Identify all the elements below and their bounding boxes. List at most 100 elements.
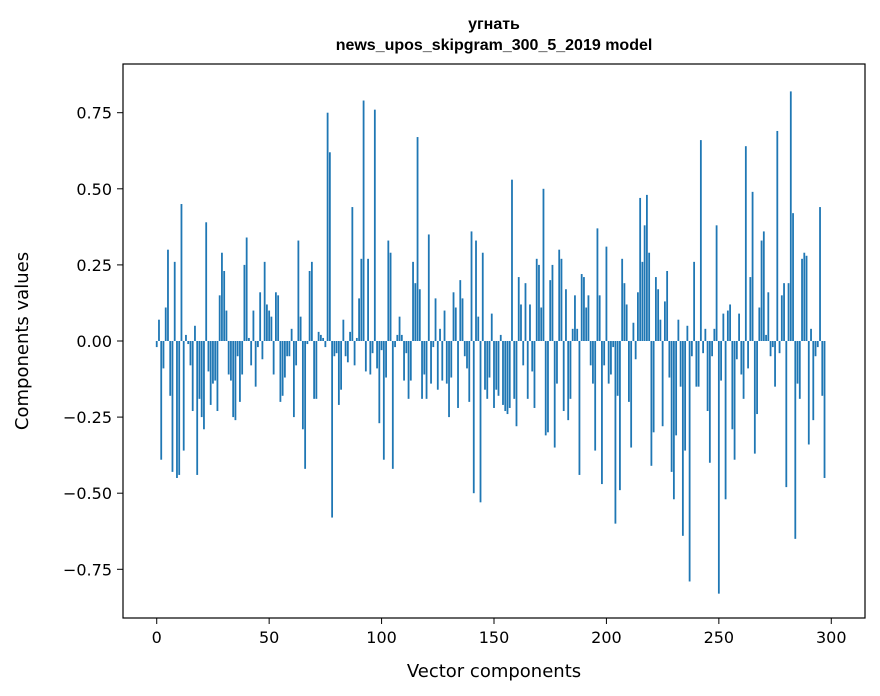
bar-component-153	[499, 334, 502, 341]
bar-component-251	[720, 341, 722, 381]
y-axis-label: Components values	[12, 252, 33, 430]
bar-component-103	[387, 240, 390, 341]
bar-component-136	[461, 298, 464, 341]
bar-component-36	[236, 341, 239, 357]
bar-component-58	[286, 341, 289, 357]
bar-component-148	[488, 341, 491, 378]
bar-component-23	[207, 341, 210, 372]
bar-component-190	[583, 277, 585, 341]
bar-component-54	[277, 295, 280, 341]
bar-component-268	[758, 307, 761, 341]
bar-component-242	[699, 140, 702, 341]
bar-component-11	[180, 204, 183, 341]
bar-component-201	[607, 341, 610, 384]
bar-component-110	[403, 341, 405, 381]
bar-component-293	[814, 341, 817, 357]
bar-component-258	[735, 341, 738, 360]
bar-component-221	[652, 341, 655, 433]
bar-component-181	[562, 341, 565, 412]
bar-component-155	[504, 341, 507, 412]
chart-title-line-1: угнать	[468, 16, 520, 33]
bar-component-266	[753, 341, 756, 454]
bar-component-167	[531, 341, 534, 372]
bar-component-212	[632, 322, 635, 341]
bar-component-271	[765, 334, 767, 341]
y-tick-label: −0.25	[63, 408, 112, 427]
bar-component-87	[351, 207, 354, 341]
bar-component-206	[619, 341, 621, 491]
bar-component-248	[713, 328, 716, 341]
x-tick-label: 150	[479, 628, 510, 647]
x-tick-label: 250	[704, 628, 735, 647]
bar-component-3	[162, 341, 165, 369]
bar-component-245	[706, 341, 709, 412]
bar-component-59	[288, 341, 291, 357]
bar-component-133	[454, 307, 457, 341]
bar-component-188	[578, 341, 581, 475]
bar-component-176	[551, 264, 554, 341]
bar-component-53	[274, 292, 277, 341]
bar-component-154	[502, 341, 504, 405]
bar-component-107	[396, 334, 399, 341]
bar-component-75	[324, 341, 327, 348]
bar-component-81	[337, 341, 340, 405]
bar-component-16	[191, 341, 194, 412]
bar-component-255	[729, 304, 731, 341]
bar-component-198	[601, 341, 603, 485]
plot-area-frame	[122, 63, 866, 619]
bar-component-147	[486, 341, 489, 399]
bar-component-286	[798, 341, 801, 399]
bar-component-71	[315, 341, 318, 399]
bar-component-261	[742, 341, 745, 399]
bar-component-13	[185, 334, 187, 341]
bar-component-230	[672, 341, 675, 500]
bar-component-124	[434, 298, 437, 341]
bar-component-132	[452, 292, 455, 341]
bar-component-111	[405, 341, 408, 354]
bar-component-163	[522, 341, 525, 366]
bar-component-219	[648, 252, 651, 341]
bar-component-210	[628, 341, 630, 402]
bar-component-25	[212, 341, 214, 384]
bar-component-33	[230, 341, 232, 381]
bar-component-150	[493, 341, 495, 408]
bar-component-40	[245, 237, 248, 341]
bar-component-178	[556, 341, 558, 384]
bar-component-287	[801, 258, 803, 341]
bar-component-162	[520, 304, 522, 341]
bar-component-185	[571, 328, 574, 341]
bar-component-67	[306, 341, 309, 345]
y-tick-label: 0.00	[76, 332, 112, 351]
bar-component-31	[225, 310, 228, 341]
bar-component-27	[216, 341, 219, 412]
bar-component-235	[684, 341, 687, 451]
bar-component-193	[589, 341, 592, 366]
bar-component-285	[796, 341, 799, 384]
bar-component-180	[560, 258, 563, 341]
bar-component-272	[767, 292, 770, 341]
bar-component-166	[529, 304, 531, 341]
bar-component-47	[261, 341, 264, 360]
bar-component-26	[214, 341, 217, 381]
bar-component-114	[412, 261, 414, 341]
bar-component-177	[553, 341, 556, 448]
bar-component-115	[414, 283, 417, 341]
bar-component-128	[443, 310, 446, 341]
bar-component-57	[283, 341, 286, 378]
bar-component-269	[760, 240, 763, 341]
bar-component-168	[533, 341, 536, 408]
bar-component-90	[358, 298, 360, 341]
bar-component-96	[371, 341, 374, 354]
bar-component-63	[297, 240, 300, 341]
bar-component-292	[812, 341, 815, 421]
bar-component-18	[196, 341, 199, 475]
bar-component-187	[576, 328, 579, 341]
bar-component-192	[587, 295, 590, 341]
bar-component-249	[715, 225, 718, 341]
bar-component-257	[733, 341, 736, 460]
bar-component-76	[326, 112, 329, 341]
bar-component-131	[450, 341, 453, 378]
bar-component-123	[432, 341, 435, 348]
bar-component-49	[266, 304, 268, 341]
bar-component-194	[592, 341, 594, 384]
